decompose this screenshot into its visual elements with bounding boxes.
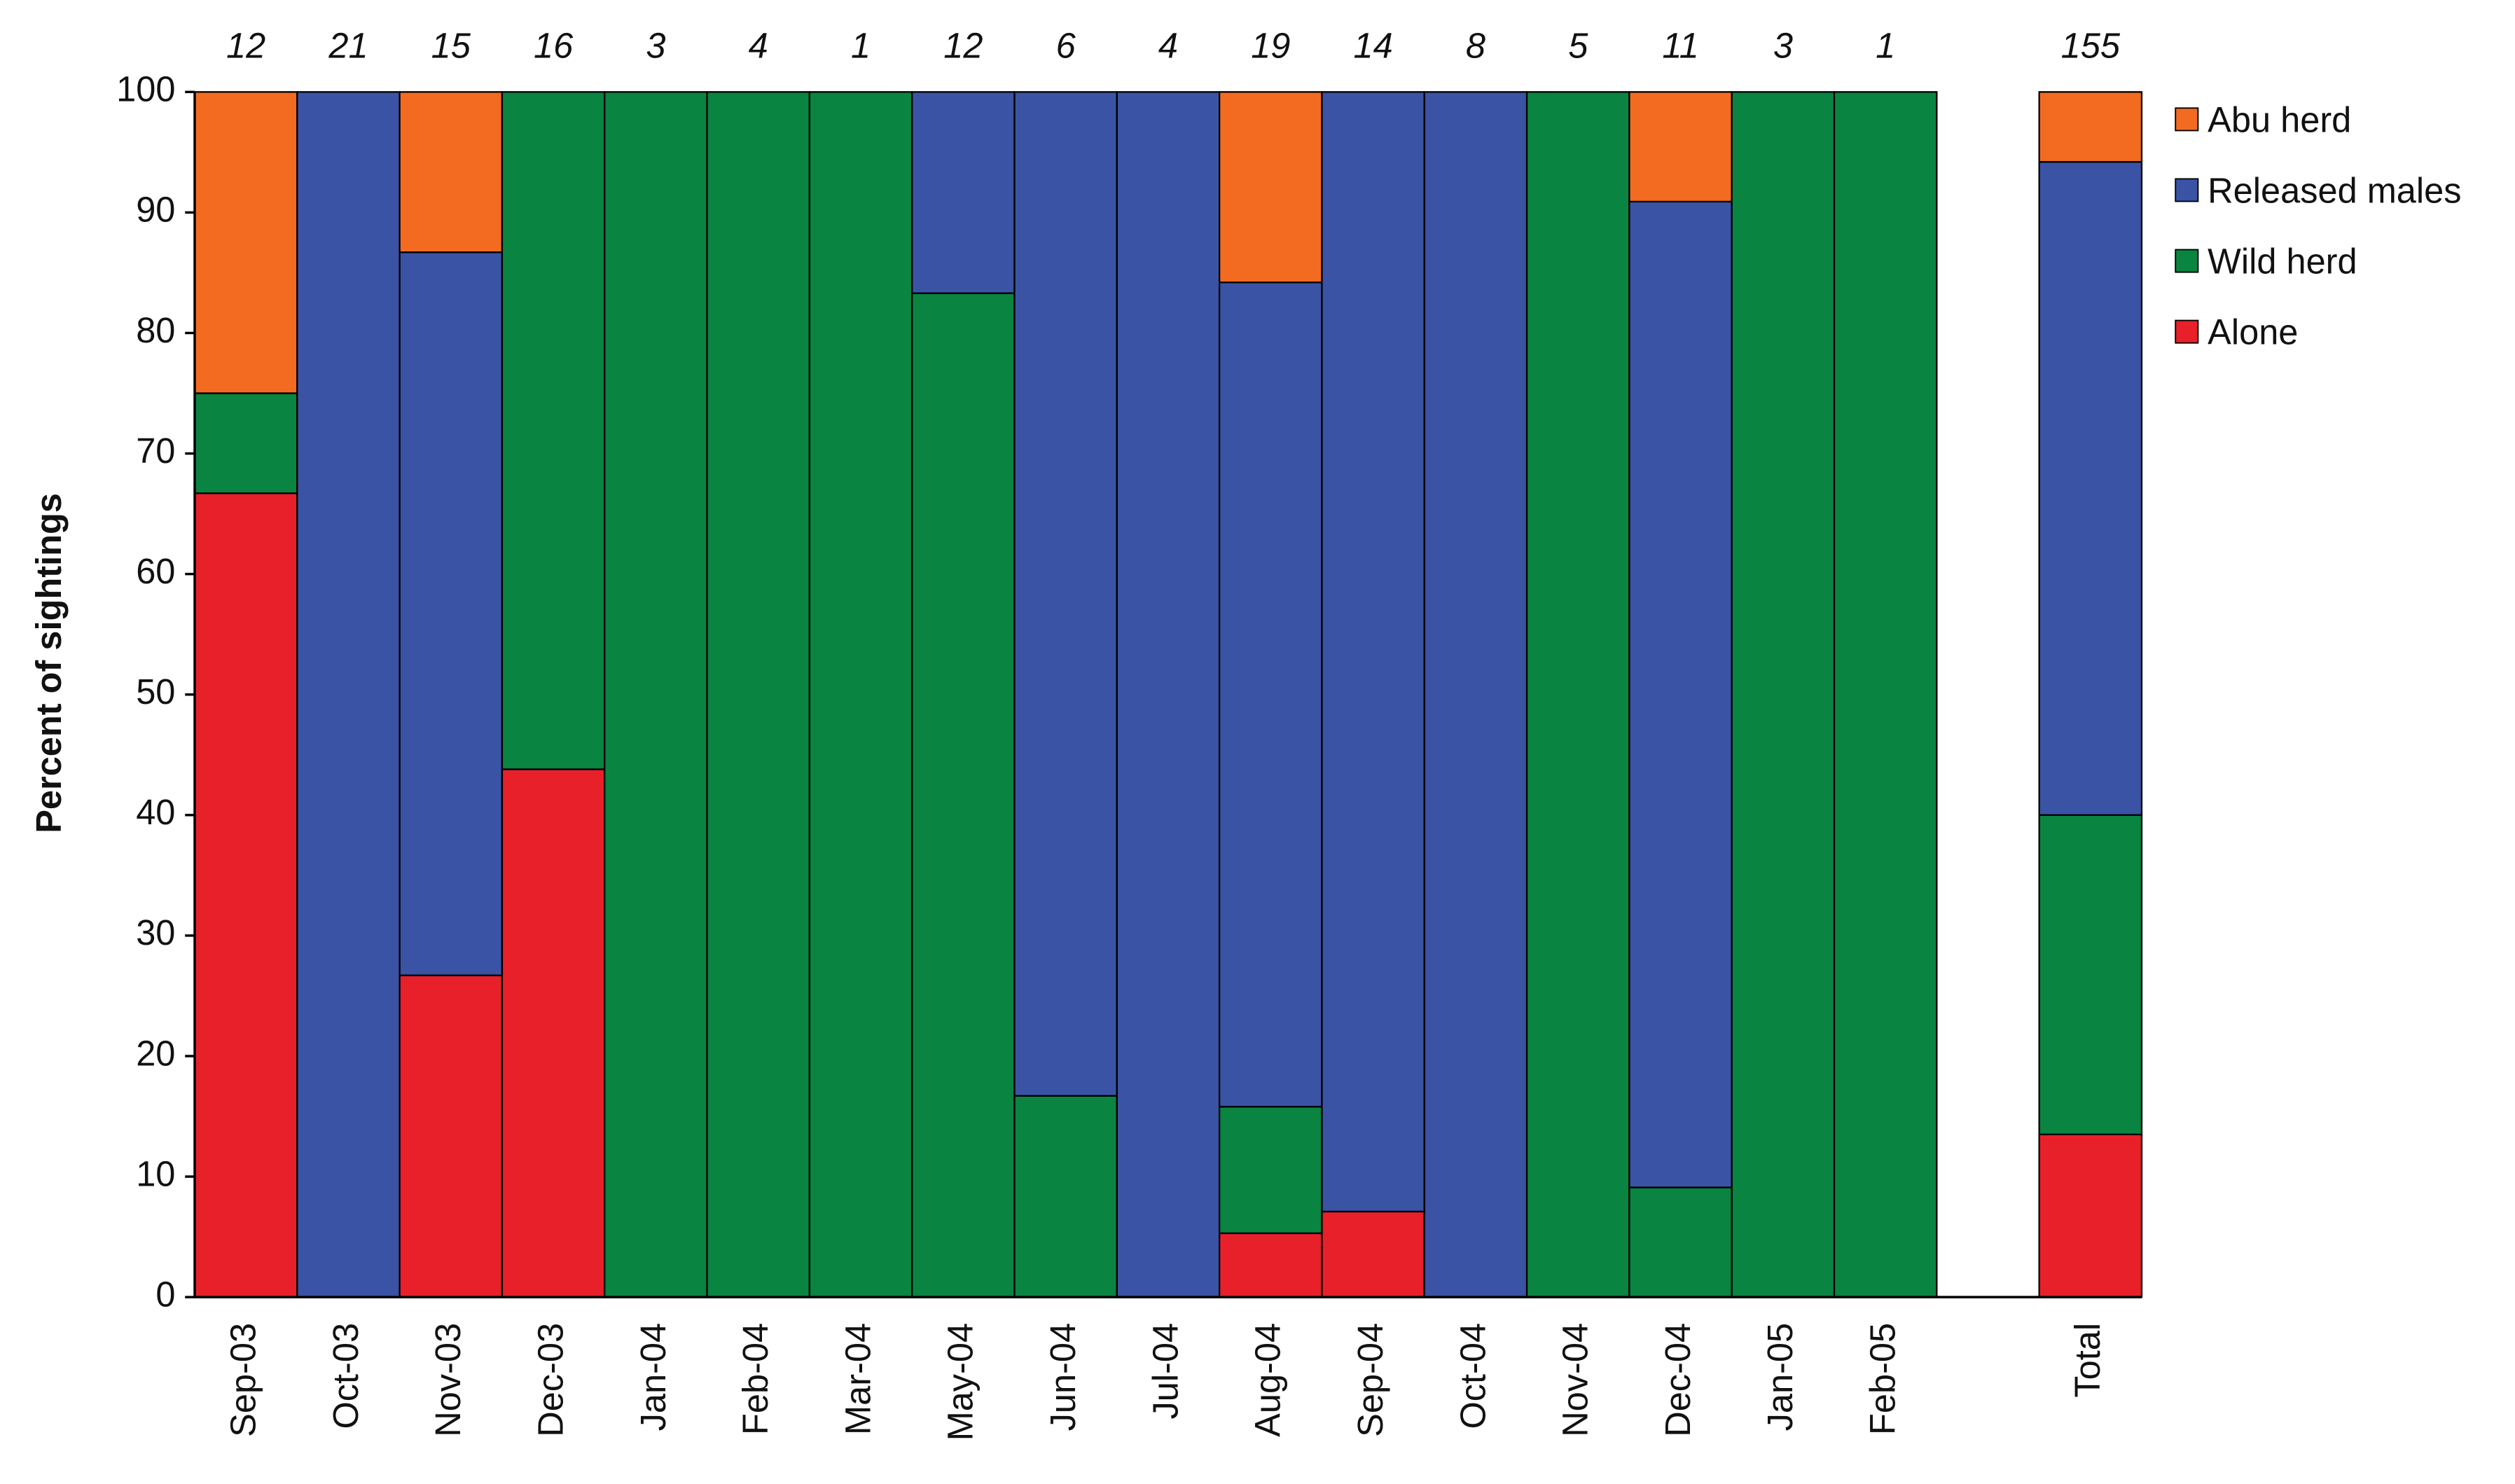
count-label: 3	[1773, 26, 1793, 66]
y-tick-label: 40	[136, 792, 175, 832]
bar-segment	[399, 91, 504, 254]
x-tick-label: Oct-04	[1453, 1323, 1492, 1429]
bar-segment	[706, 91, 811, 1298]
count-label: 4	[749, 26, 768, 66]
count-label: 14	[1354, 26, 1393, 66]
count-label: 3	[646, 26, 665, 66]
bar-segment	[399, 974, 504, 1298]
x-tick-label: Jan-05	[1760, 1323, 1800, 1431]
bar-segment	[2038, 91, 2143, 163]
count-label: 21	[328, 26, 368, 66]
x-tick-label: Oct-03	[326, 1323, 366, 1429]
bar-segment	[2038, 814, 2143, 1135]
y-tick-label: 10	[136, 1153, 175, 1193]
x-tick-label: Jul-04	[1145, 1323, 1185, 1420]
bar-segment	[501, 768, 606, 1298]
bar-segment	[1731, 91, 1836, 1298]
bar-segment	[296, 91, 401, 1298]
bar-segment	[1628, 1186, 1733, 1298]
bar-segment	[1833, 91, 1938, 1298]
x-tick-label: Nov-03	[428, 1323, 468, 1437]
bar-segment	[604, 91, 708, 1298]
count-label: 155	[2061, 26, 2121, 66]
count-label: 1	[851, 26, 871, 66]
count-label: 8	[1466, 26, 1485, 66]
x-tick-label: Aug-04	[1248, 1323, 1288, 1437]
x-tick-label: Sep-03	[223, 1323, 263, 1437]
bar-segment	[1218, 282, 1323, 1108]
bar-segment	[193, 392, 298, 494]
bar-segment	[1218, 1232, 1323, 1298]
count-label: 15	[431, 26, 471, 66]
legend-swatch	[2175, 107, 2199, 132]
x-tick-label: Nov-04	[1556, 1323, 1595, 1437]
count-label: 6	[1056, 26, 1076, 66]
bar-segment	[1628, 91, 1733, 203]
y-tick-label: 100	[116, 69, 175, 109]
y-tick-label: 70	[136, 431, 175, 471]
bar-segment	[399, 251, 504, 976]
bar-segment	[1218, 91, 1323, 284]
bar-segment	[1628, 200, 1733, 1188]
legend-label: Wild herd	[2208, 241, 2357, 281]
y-tick-label: 50	[136, 672, 175, 712]
x-tick-label: Feb-04	[735, 1323, 775, 1435]
bar-segment	[1525, 91, 1630, 1298]
legend-label: Abu herd	[2208, 99, 2351, 139]
bar-segment	[1423, 91, 1528, 1298]
bar-segment	[1218, 1106, 1323, 1235]
legend-label: Alone	[2208, 312, 2298, 352]
bar-segment	[1116, 91, 1221, 1298]
y-tick-label: 20	[136, 1033, 175, 1073]
count-label: 19	[1251, 26, 1290, 66]
x-tick-label: Dec-04	[1658, 1323, 1698, 1437]
bar-segment	[193, 91, 298, 394]
y-tick-label: 90	[136, 190, 175, 230]
bar-segment	[1013, 1095, 1118, 1298]
count-label: 12	[943, 26, 983, 66]
y-tick-label: 30	[136, 913, 175, 952]
bar-segment	[1013, 91, 1118, 1097]
legend-label: Released males	[2208, 170, 2461, 210]
count-label: 16	[534, 26, 574, 66]
count-label: 1	[1876, 26, 1895, 66]
x-tick-label: Feb-05	[1863, 1323, 1903, 1435]
legend-swatch	[2175, 319, 2199, 344]
bar-segment	[911, 292, 1016, 1298]
x-tick-label: Total	[2067, 1323, 2107, 1398]
y-axis-label: Percent of sightings	[29, 493, 69, 833]
bar-segment	[501, 91, 606, 770]
x-tick-label: Mar-04	[838, 1323, 878, 1435]
bar-segment	[1321, 1210, 1425, 1298]
legend-swatch	[2175, 249, 2199, 273]
count-label: 4	[1158, 26, 1178, 66]
x-tick-label: May-04	[941, 1323, 981, 1441]
x-tick-label: Sep-04	[1350, 1323, 1390, 1437]
bar-segment	[2038, 160, 2143, 816]
bar-segment	[808, 91, 913, 1298]
count-label: 5	[1568, 26, 1588, 66]
bar-segment	[193, 492, 298, 1298]
count-label: 12	[226, 26, 265, 66]
x-tick-label: Jun-04	[1043, 1323, 1083, 1431]
bar-segment	[911, 91, 1016, 294]
x-tick-label: Jan-04	[633, 1323, 673, 1431]
bar-segment	[1321, 91, 1425, 1213]
y-tick-label: 80	[136, 310, 175, 350]
y-tick-label: 60	[136, 551, 175, 591]
x-tick-label: Dec-03	[530, 1323, 570, 1437]
bar-segment	[2038, 1133, 2143, 1298]
count-label: 11	[1662, 26, 1698, 66]
y-tick-label: 0	[155, 1274, 175, 1314]
legend-swatch	[2175, 178, 2199, 202]
